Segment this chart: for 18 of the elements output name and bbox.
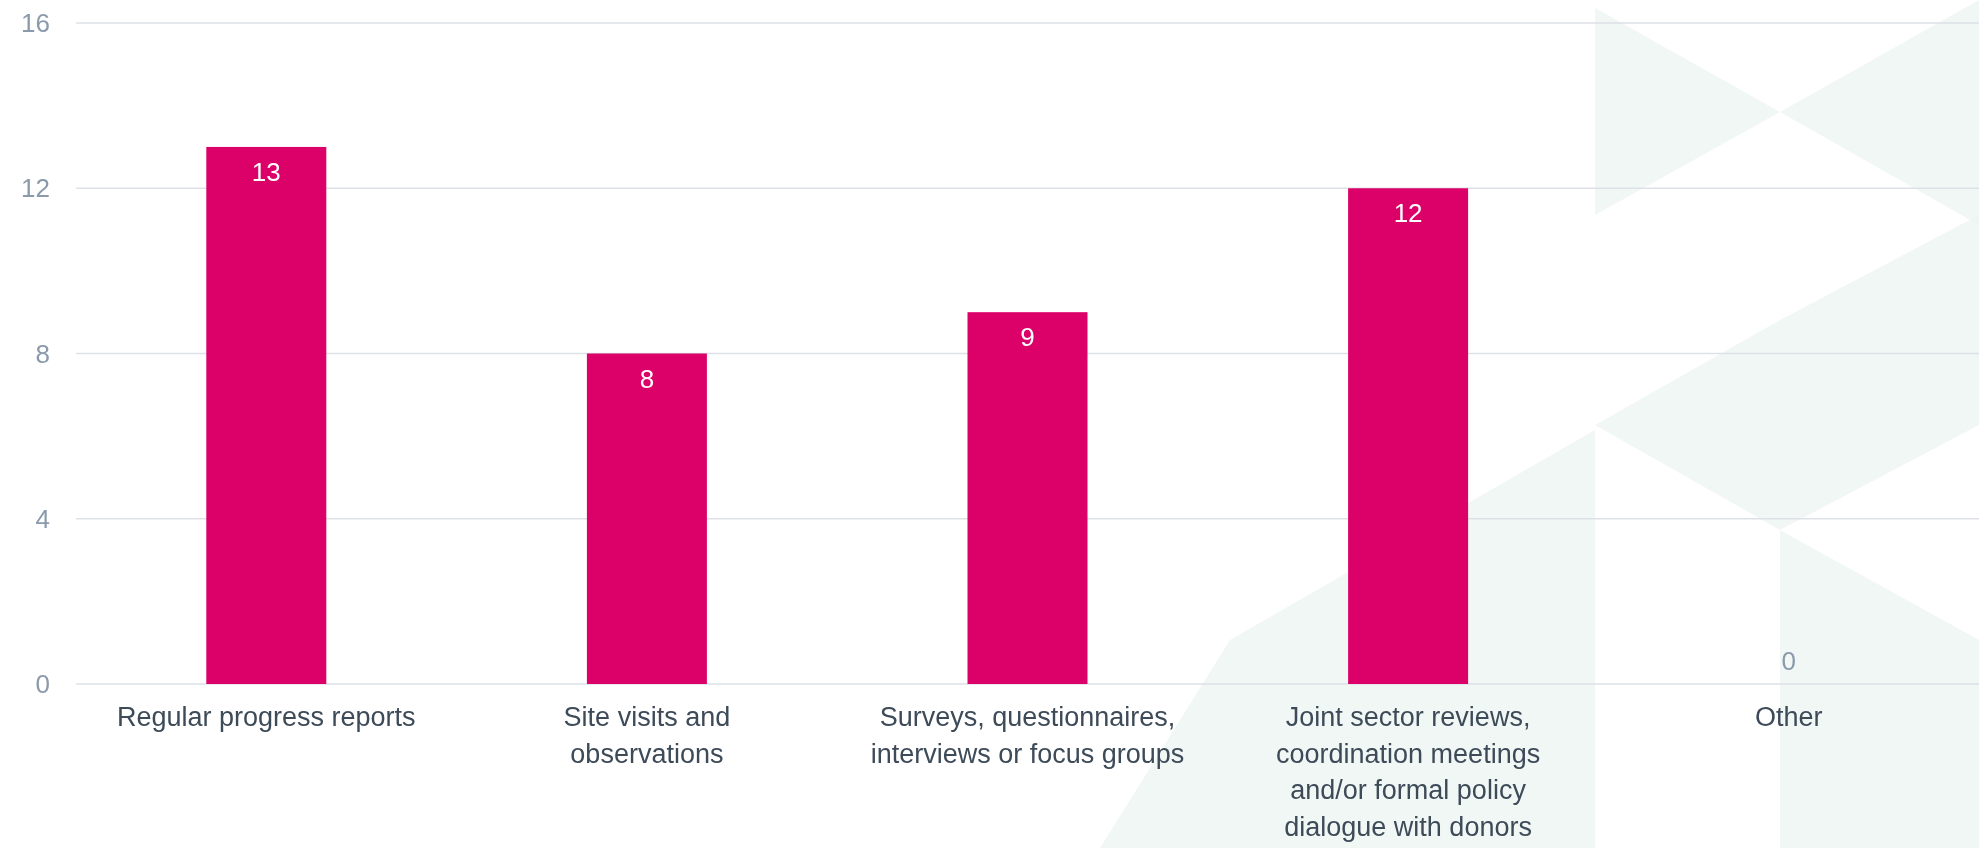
data-label: 0 bbox=[1781, 646, 1796, 676]
y-tick-label: 12 bbox=[21, 173, 50, 204]
x-tick-label: Regular progress reports bbox=[116, 702, 416, 732]
y-tick-label: 0 bbox=[35, 669, 50, 699]
bar bbox=[586, 353, 707, 684]
bar bbox=[967, 312, 1088, 684]
x-tick-label: Surveys, questionnaires, interviews or focus groups bbox=[870, 702, 1185, 769]
x-tick-label: Other bbox=[1754, 702, 1823, 732]
x-tick-label: Site visits and observations bbox=[563, 702, 731, 769]
y-tick-label: 8 bbox=[35, 338, 50, 369]
data-label: 8 bbox=[639, 363, 655, 394]
y-tick-label: 16 bbox=[21, 8, 50, 38]
bar bbox=[206, 146, 327, 684]
data-label: 13 bbox=[251, 156, 281, 187]
x-tick-label: Joint sector reviews, coordination meetings and/or formal policy dialogue with donors bbox=[1276, 702, 1541, 842]
data-label: 9 bbox=[1020, 322, 1035, 353]
data-label: 12 bbox=[1393, 198, 1423, 229]
y-tick-label: 4 bbox=[35, 503, 50, 534]
